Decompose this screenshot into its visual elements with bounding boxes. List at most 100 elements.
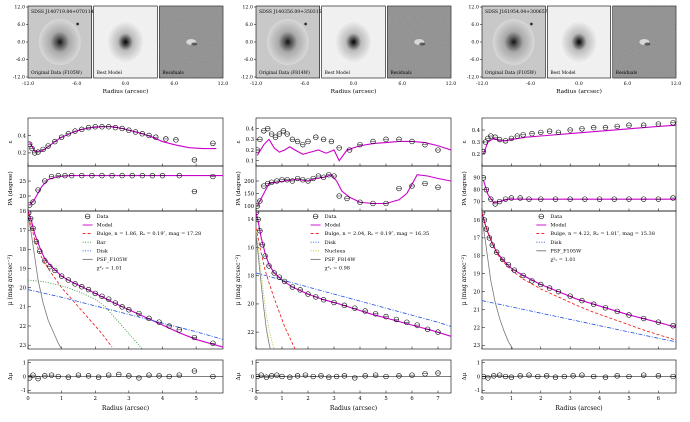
x-tick-label: 1: [280, 396, 283, 402]
y-tick-label: 0: [251, 374, 254, 380]
y-tick-label: 0.4: [246, 126, 255, 132]
series-line-disk: [482, 300, 676, 343]
y-tick-label: 16: [473, 218, 480, 224]
panel-frame: [255, 165, 452, 212]
legend-label: Data: [325, 214, 337, 220]
y-axis-label: ε: [8, 140, 14, 143]
series-line-nucleus: [256, 230, 275, 349]
galaxy-name: SDSS J140356.09+350315.6: [259, 9, 326, 15]
y-tick-label: 23: [473, 343, 480, 349]
y-tick-label: 0.0: [245, 40, 253, 46]
galaxy-name: SDSS J140719.84+070114.4: [31, 9, 98, 15]
legend-entry: Data: [84, 213, 109, 220]
galaxy-name: SDSS J161954.04+300657.9: [485, 9, 552, 15]
legend-label: Model: [550, 223, 566, 229]
x-tick-label: 12.0: [446, 81, 457, 87]
panel-label: Original Data (F814W): [259, 71, 310, 76]
y-axis-label: ε: [236, 140, 242, 143]
y-axis-label: Δμ: [8, 372, 14, 380]
legend-label: Disk: [97, 248, 109, 254]
x-tick-label: -12.0: [476, 81, 488, 87]
galaxy-image: [38, 18, 81, 66]
y-tick-label: 0: [23, 374, 26, 380]
legend-entry: Bulge, n = 2.04, Rₑ = 0.19″, mag = 16.35: [310, 231, 430, 237]
y-tick-label: 0.1: [246, 158, 254, 164]
legend-entry: Data: [312, 213, 337, 220]
series-line-bulge: [28, 212, 113, 348]
y-tick-label: 90: [473, 176, 480, 182]
legend-label: PSF_F105W: [550, 248, 582, 254]
x-tick-label: 1: [60, 396, 63, 402]
y-tick-label: 0.4: [472, 128, 481, 134]
legend-label: Bulge, n = 2.04, Rₑ = 0.19″, mag = 16.35: [325, 231, 430, 237]
legend-label: Bar: [97, 240, 107, 246]
legend-entry: Bulge, n = 4.22, Rₑ = 1.81″, mag = 15.38: [536, 231, 655, 237]
x-tick-label: -6.0: [526, 81, 535, 87]
y-tick-label: 16: [19, 209, 26, 215]
series-line-disk: [28, 289, 223, 340]
legend-entry: χ²ᵥ = 1.01: [97, 266, 122, 272]
legend-entry: Disk: [536, 240, 562, 246]
y-axis-label: PA (degree): [235, 171, 242, 205]
legend-label: Data: [97, 214, 109, 220]
y-tick-label: 150: [244, 191, 254, 197]
y-tick-label: 70: [473, 199, 480, 205]
residual-panel: -1 0 1 Δμ: [462, 359, 677, 394]
legend-label: Bulge, n = 4.22, Rₑ = 1.81″, mag = 15.38: [550, 231, 655, 237]
y-tick-label: 20: [19, 194, 26, 200]
legend-label: Model: [97, 223, 113, 229]
y-tick-label: 20: [247, 302, 254, 308]
y-tick-label: 1: [23, 361, 26, 367]
x-axis-label: Radius (arcsec): [555, 405, 602, 412]
ellipticity-panel: 0.1 0.2 0.3 0.4 ε: [236, 117, 452, 167]
legend-label: χ²ᵥ = 1.01: [97, 266, 122, 272]
y-tick-label: -12.0: [467, 75, 479, 81]
sb-plot-area: [28, 211, 223, 349]
y-tick-label: 1: [477, 361, 480, 367]
legend-label: χ²ᵥ = 0.98: [325, 266, 350, 272]
y-tick-label: 0.3: [246, 137, 254, 143]
residual-plot-area: [482, 372, 676, 381]
y-tick-label: 21: [19, 305, 26, 311]
x-tick-label: 0.0: [575, 81, 583, 87]
legend-label: Disk: [550, 240, 562, 246]
y-tick-label: 14: [247, 217, 254, 223]
model-image: [106, 20, 145, 64]
y-tick-label: -12.0: [13, 75, 25, 81]
image-panel-residual: Residuals: [159, 5, 224, 79]
panel-label: Residuals: [162, 71, 184, 76]
x-tick-label: 1: [510, 396, 513, 402]
y-tick-label: -1: [475, 388, 480, 394]
legend-entry: Nucleus: [310, 248, 346, 254]
y-tick-label: 12.0: [14, 5, 25, 11]
legend-label: Nucleus: [325, 248, 346, 254]
residual-dark: [644, 42, 651, 46]
image-panel-model: Best Model: [547, 5, 611, 79]
y-tick-label: 0: [477, 374, 480, 380]
star-image: [76, 22, 80, 26]
model-line: [256, 174, 451, 207]
panel-frame: [481, 117, 677, 167]
x-tick-label: 5: [194, 396, 197, 402]
y-tick-label: 0.0: [17, 40, 25, 46]
x-tick-label: 3: [569, 396, 572, 402]
image-panel-residual: Residuals: [387, 5, 452, 79]
legend: Data Model Bulge, n = 2.04, Rₑ = 0.19″, ma…: [310, 213, 430, 272]
y-tick-label: 0.2: [18, 151, 26, 157]
x-tick-label: 2: [539, 396, 542, 402]
y-tick-label: 6.0: [17, 22, 25, 28]
legend-entry: χ²ᵥ = 1.01: [550, 257, 575, 263]
panel-label: Residuals: [616, 71, 638, 76]
x-tick-label: -12.0: [250, 81, 262, 87]
y-tick-label: 6.0: [245, 22, 253, 28]
x-tick-label: 6.0: [624, 81, 632, 87]
panel-label: Best Model: [97, 71, 123, 76]
x-tick-label: 0.0: [122, 81, 130, 87]
x-tick-label: -6.0: [72, 81, 81, 87]
y-tick-label: 200: [244, 179, 254, 185]
y-tick-label: -6.0: [16, 57, 25, 63]
x-axis-label: Radius (arcsec): [330, 405, 377, 412]
